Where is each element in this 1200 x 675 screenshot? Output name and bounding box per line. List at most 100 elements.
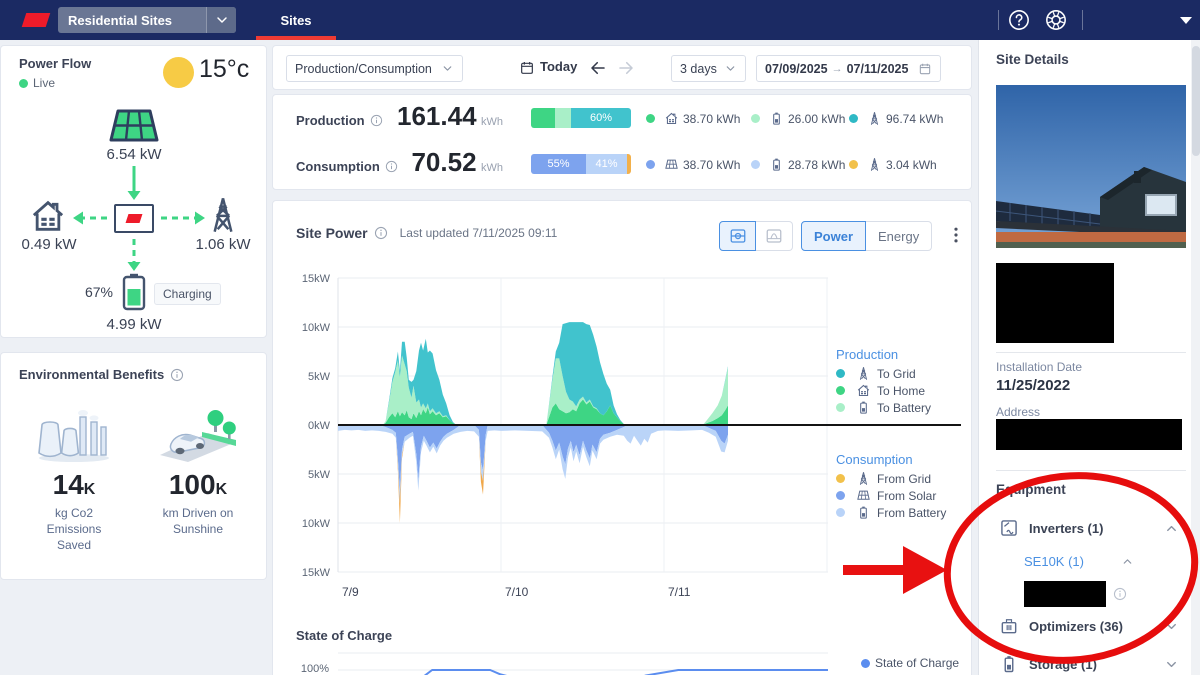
site-details-title: Site Details — [996, 52, 1069, 67]
split-chart-toggle-button[interactable] — [756, 221, 793, 251]
tower-icon — [856, 366, 871, 381]
live-dot — [19, 79, 28, 88]
divider — [996, 470, 1186, 471]
redacted-address — [996, 419, 1182, 450]
legend-item-from-battery[interactable]: From Battery — [836, 504, 970, 521]
inverter-model-label[interactable]: SE10K (1) — [1024, 554, 1084, 569]
info-icon[interactable] — [370, 114, 383, 127]
production-to-grid-stat: 96.74 kWh — [849, 111, 943, 126]
user-menu-caret[interactable] — [1180, 17, 1192, 24]
chevron-down-icon — [214, 12, 230, 28]
state-of-charge-chart[interactable] — [276, 649, 976, 675]
tab-sites[interactable]: Sites — [256, 0, 336, 40]
date-from: 07/09/2025 — [765, 61, 828, 76]
soc-legend[interactable]: State of Charge — [861, 656, 959, 670]
grid-power-value: 1.06 kW — [195, 236, 251, 253]
metric-select[interactable]: Production/Consumption — [286, 55, 463, 82]
redacted-site-name — [996, 263, 1114, 343]
chart-controls-card: Production/Consumption Today 3 days 07/0… — [272, 45, 972, 90]
svg-text:7/9: 7/9 — [342, 585, 359, 599]
svg-text:5kW: 5kW — [308, 469, 331, 481]
consumption-from-solar-stat: 38.70 kWh — [646, 157, 740, 172]
legend-item-to-battery[interactable]: To Battery — [836, 399, 970, 416]
mirror-chart-toggle-button[interactable] — [719, 221, 756, 251]
power-flow-title: Power Flow — [19, 56, 92, 71]
sun-icon — [163, 57, 194, 88]
info-icon[interactable] — [374, 226, 388, 240]
date-to: 07/11/2025 — [846, 61, 909, 76]
solar-panel-icon — [664, 157, 679, 172]
battery-icon[interactable] — [122, 273, 146, 311]
today-button[interactable]: Today — [540, 59, 578, 74]
legend-item-to-home[interactable]: To Home — [836, 382, 970, 399]
date-range-picker[interactable]: 07/09/2025 → 07/11/2025 — [756, 55, 941, 82]
legend-item-to-grid[interactable]: To Grid — [836, 365, 970, 382]
inverters-label: Inverters (1) — [1029, 520, 1104, 536]
consumption-total: 70.52 kWh — [411, 147, 503, 177]
battery-icon — [769, 157, 784, 172]
site-selector-chevron[interactable] — [206, 7, 236, 33]
panel-scrollbar-thumb[interactable] — [1192, 46, 1200, 156]
co2-metric-value: 14K — [52, 469, 96, 500]
site-power-title: Site Power — [296, 225, 368, 241]
soc-legend-dot — [861, 658, 870, 668]
tower-icon — [867, 111, 882, 126]
inverter-logo-mark — [125, 214, 143, 223]
legend-item-from-solar[interactable]: From Solar — [836, 487, 970, 504]
battery-icon — [856, 400, 871, 415]
car-sunshine-icon — [160, 410, 236, 462]
chart-menu-kebab-icon[interactable] — [946, 225, 966, 245]
svg-text:0kW: 0kW — [308, 420, 331, 432]
solar-panel-icon[interactable] — [108, 108, 160, 144]
metric-select-value: Production/Consumption — [295, 61, 432, 76]
brand-logo-icon[interactable] — [21, 13, 51, 27]
inverter-icon[interactable] — [114, 204, 154, 233]
info-icon[interactable] — [170, 368, 184, 382]
equipment-inverter-model-row[interactable]: SE10K (1) — [1024, 554, 1134, 569]
annotation-red-arrow — [843, 546, 947, 594]
equipment-inverters-row[interactable]: Inverters (1) — [999, 518, 1179, 538]
prev-period-arrow[interactable] — [589, 59, 607, 77]
production-distribution-bar: 60% — [531, 108, 631, 128]
mirror-chart-icon — [729, 227, 747, 245]
topbar-divider-right — [1082, 10, 1083, 30]
battery-percentage: 67% — [84, 284, 113, 300]
production-label: Production — [296, 113, 365, 128]
tab-sites-active-underline — [256, 36, 336, 40]
live-label: Live — [33, 76, 56, 90]
topbar-divider-left — [998, 10, 999, 30]
calendar-icon — [918, 62, 932, 76]
grid-tower-icon[interactable] — [203, 194, 243, 236]
pv-power-value: 6.54 kW — [106, 146, 162, 163]
equipment-optimizers-row[interactable]: Optimizers (36) — [999, 616, 1179, 636]
power-flow-arrows — [73, 166, 205, 271]
legend-item-from-grid[interactable]: From Grid — [836, 470, 970, 487]
svg-text:7/10: 7/10 — [505, 585, 529, 599]
address-label: Address — [996, 405, 1041, 419]
site-power-chart[interactable]: 15kW 10kW 5kW 0kW 5kW 10kW 15kW 7/9 7/10 7/11 — [276, 266, 976, 606]
panel-scrollbar-track[interactable] — [1191, 40, 1200, 675]
support-lifering-icon[interactable] — [1045, 9, 1067, 31]
home-icon[interactable] — [28, 196, 68, 236]
consumption-from-grid-stat: 3.04 kWh — [849, 157, 937, 172]
battery-power-value: 4.99 kW — [106, 316, 162, 333]
power-energy-toggle: Power Energy — [801, 221, 933, 251]
production-to-battery-stat: 26.00 kWh — [751, 111, 845, 126]
production-consumption-summary-card: Production 161.44 kWh 60% 38.70 kWh 26.0… — [272, 94, 972, 190]
svg-text:7/11: 7/11 — [668, 585, 691, 599]
energy-view-button[interactable]: Energy — [866, 221, 933, 251]
battery-icon — [769, 111, 784, 126]
soc-legend-label: State of Charge — [875, 656, 960, 670]
production-total: 161.44 kWh — [397, 101, 503, 131]
power-view-button[interactable]: Power — [801, 221, 867, 251]
svg-text:10kW: 10kW — [302, 322, 331, 334]
site-selector-label: Residential Sites — [68, 12, 173, 28]
range-select[interactable]: 3 days — [671, 55, 746, 82]
next-period-arrow[interactable] — [617, 59, 635, 77]
driven-metric-label: km Driven on Sunshine — [162, 506, 234, 536]
tab-sites-label: Sites — [280, 12, 312, 28]
svg-text:15kW: 15kW — [302, 567, 331, 579]
co2-metric-label: kg Co2 Emissions Saved — [46, 506, 102, 552]
help-icon[interactable] — [1008, 9, 1030, 31]
site-selector-dropdown[interactable]: Residential Sites — [58, 7, 236, 33]
